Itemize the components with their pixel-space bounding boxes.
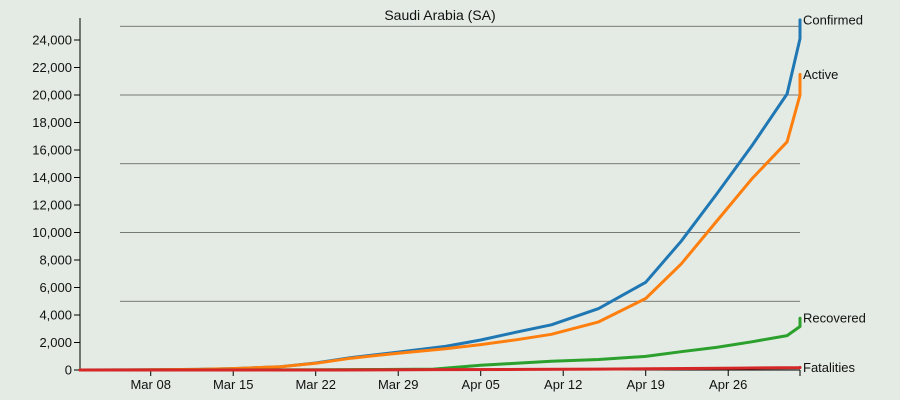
series-label-fatalities: Fatalities [803, 360, 856, 375]
series-label-confirmed: Confirmed [803, 12, 863, 27]
series-line-confirmed [78, 18, 802, 372]
y-tick-label: 20,000 [32, 88, 72, 103]
chart-title: Saudi Arabia (SA) [384, 7, 495, 23]
x-axis-ticks: Mar 08 Mar 15 Mar 22 Mar 29 Apr 05 Apr 12 Apr … [130, 370, 747, 392]
series-label-active: Active [803, 67, 838, 82]
y-tick-label: 14,000 [32, 170, 72, 185]
series-label-recovered: Recovered [803, 311, 866, 326]
y-tick-label: 6,000 [39, 280, 72, 295]
x-tick-label: Mar 29 [378, 377, 418, 392]
y-axis-ticks: 0 2,000 4,000 6,000 8,000 10,000 12,000 14,000 1… [32, 33, 80, 378]
y-tick-label: 10,000 [32, 225, 72, 240]
series-labels: Confirmed Active Recovered Fatalities [803, 12, 866, 374]
series-line-active [78, 72, 802, 372]
y-tick-label: 8,000 [39, 253, 72, 268]
x-tick-label: Mar 22 [295, 377, 335, 392]
x-tick-label: Apr 19 [627, 377, 665, 392]
y-tick-label: 0 [65, 363, 72, 378]
series-lines [78, 18, 802, 372]
y-tick-label: 24,000 [32, 33, 72, 48]
series-line-recovered [78, 316, 802, 372]
x-tick-label: Apr 05 [462, 377, 500, 392]
x-tick-label: Mar 15 [213, 377, 253, 392]
axes [79, 18, 801, 376]
x-tick-label: Mar 08 [130, 377, 170, 392]
series-line-fatalities [78, 365, 802, 372]
y-tick-label: 22,000 [32, 60, 72, 75]
y-tick-label: 12,000 [32, 198, 72, 213]
x-tick-label: Apr 12 [544, 377, 582, 392]
x-tick-label: Apr 26 [709, 377, 747, 392]
y-tick-label: 18,000 [32, 115, 72, 130]
y-tick-label: 16,000 [32, 143, 72, 158]
y-tick-label: 4,000 [39, 308, 72, 323]
y-tick-label: 2,000 [39, 335, 72, 350]
grid-lines [120, 25, 800, 302]
